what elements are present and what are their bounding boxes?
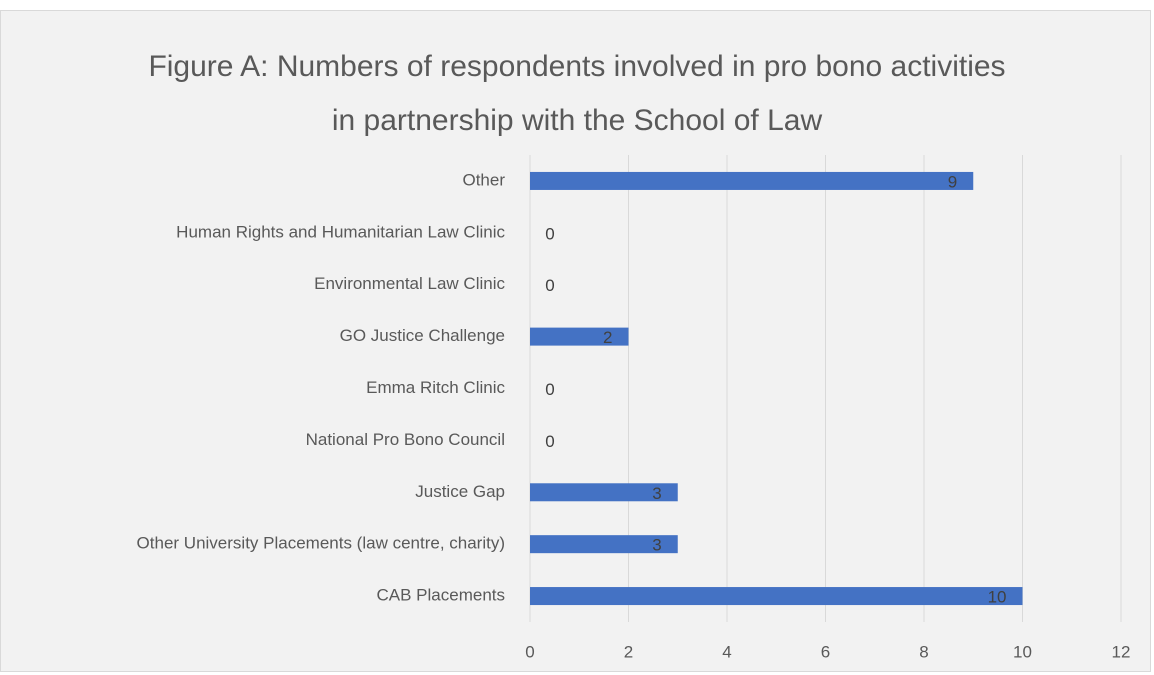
data-label: 10 (988, 588, 1007, 607)
y-tick-label: Environmental Law Clinic (314, 274, 505, 293)
bar (530, 171, 974, 190)
x-tick-label: 8 (919, 642, 928, 661)
bar (530, 483, 678, 502)
data-label: 0 (545, 276, 554, 295)
data-label: 3 (652, 536, 661, 555)
data-label: 2 (603, 328, 612, 347)
x-tick-label: 2 (624, 642, 633, 661)
x-tick-label: 12 (1112, 642, 1131, 661)
y-tick-label: Other University Placements (law centre,… (137, 534, 505, 553)
data-label: 9 (948, 172, 957, 191)
bar (530, 327, 629, 346)
data-label: 0 (545, 224, 554, 243)
data-label: 0 (545, 380, 554, 399)
y-tick-label: Justice Gap (415, 482, 505, 501)
y-tick-label: Emma Ritch Clinic (366, 378, 505, 397)
data-label: 3 (652, 484, 661, 503)
y-tick-label: CAB Placements (377, 586, 506, 605)
x-tick-label: 10 (1013, 642, 1032, 661)
x-tick-label: 0 (525, 642, 534, 661)
y-tick-label: National Pro Bono Council (306, 430, 505, 449)
x-tick-label: 6 (821, 642, 830, 661)
y-tick-label: Other (462, 170, 505, 189)
chart-title: Figure A: Numbers of respondents involve… (148, 50, 1006, 137)
data-label: 0 (545, 432, 554, 451)
y-tick-label: Human Rights and Humanitarian Law Clinic (176, 222, 505, 241)
bar (530, 587, 1023, 606)
x-tick-label: 4 (722, 642, 731, 661)
y-tick-label: GO Justice Challenge (340, 326, 505, 345)
bar (530, 535, 678, 554)
